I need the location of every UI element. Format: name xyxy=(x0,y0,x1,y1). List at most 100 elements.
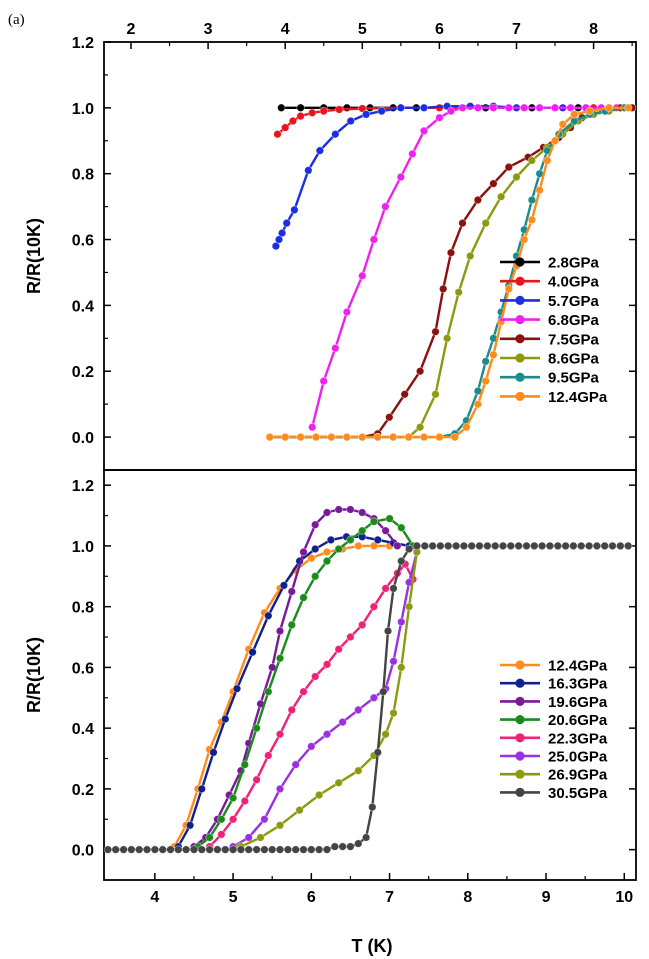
legend-label: 12.4GPa xyxy=(548,658,608,675)
data-point xyxy=(205,833,214,842)
data-point xyxy=(491,541,500,551)
data-point xyxy=(397,663,406,672)
data-point xyxy=(260,815,269,824)
data-point xyxy=(498,541,508,551)
data-point xyxy=(537,541,547,551)
data-point xyxy=(354,839,363,848)
y-tick-label: 1.0 xyxy=(72,539,94,556)
data-point xyxy=(240,760,249,769)
x-tick-label: 7 xyxy=(512,21,521,38)
legend-label: 2.8GPa xyxy=(548,255,600,272)
x-tick-label: 5 xyxy=(229,889,238,906)
data-point xyxy=(291,845,300,854)
data-point xyxy=(311,520,320,529)
plot-frame xyxy=(103,469,637,881)
data-point xyxy=(543,156,552,165)
data-point xyxy=(377,106,386,116)
legend-label: 25.0GPa xyxy=(548,749,608,766)
data-point xyxy=(550,136,560,145)
data-point xyxy=(412,541,422,551)
data-point xyxy=(308,108,317,117)
data-point xyxy=(150,845,159,854)
legend-marker xyxy=(515,372,525,382)
data-point xyxy=(489,350,498,359)
data-point xyxy=(322,660,332,669)
data-point xyxy=(346,535,355,545)
legend-marker xyxy=(515,295,525,305)
data-point xyxy=(381,584,390,593)
y-tick-label: 0.6 xyxy=(72,660,94,677)
legend-marker xyxy=(515,276,525,286)
data-point xyxy=(506,541,515,551)
y-tick-label: 1.2 xyxy=(72,478,94,495)
data-point xyxy=(311,544,320,554)
data-point xyxy=(566,103,575,112)
legend-label: 9.5GPa xyxy=(548,370,600,387)
data-point xyxy=(473,195,483,205)
data-point xyxy=(319,106,328,116)
data-point xyxy=(397,556,406,566)
data-point xyxy=(389,708,398,718)
data-point xyxy=(545,541,555,551)
data-point xyxy=(240,796,249,806)
data-point xyxy=(291,760,300,769)
data-point xyxy=(354,541,363,551)
data-point xyxy=(307,742,316,751)
data-point xyxy=(275,784,285,794)
data-point xyxy=(311,572,320,581)
y-tick-label: 0.8 xyxy=(72,167,94,184)
y-tick-label: 0.4 xyxy=(72,721,94,738)
data-point xyxy=(444,541,453,551)
data-point xyxy=(373,748,382,757)
data-point xyxy=(322,508,332,517)
legend-label: 4.0GPa xyxy=(548,274,600,291)
data-point xyxy=(600,541,609,551)
data-point xyxy=(381,526,390,535)
data-point xyxy=(135,845,144,854)
data-point xyxy=(436,541,445,551)
y-axis-label: R/R(10K) xyxy=(24,218,44,294)
data-point xyxy=(608,541,617,551)
data-point xyxy=(369,235,379,244)
data-point xyxy=(522,541,531,551)
legend-label: 6.8GPa xyxy=(548,312,600,329)
data-point xyxy=(439,284,448,294)
data-point xyxy=(335,105,344,114)
data-point xyxy=(570,110,579,119)
data-point xyxy=(514,541,523,551)
legend-marker xyxy=(515,696,525,707)
data-point xyxy=(481,377,490,386)
data-point xyxy=(268,845,277,854)
data-point xyxy=(561,541,570,551)
data-point xyxy=(197,845,206,854)
data-point xyxy=(299,845,308,854)
y-tick-label: 0.0 xyxy=(72,843,94,860)
series-30-5gpa xyxy=(103,541,633,854)
data-point xyxy=(420,541,429,551)
data-point xyxy=(435,113,444,122)
data-point xyxy=(520,235,529,244)
legend-label: 12.4GPa xyxy=(548,389,608,406)
data-point xyxy=(275,821,285,830)
data-point xyxy=(119,845,128,854)
data-point xyxy=(186,821,195,830)
legend: 2.8GPa 4.0GPa 5.7GPa 6.8GPa 7.5GPa 8.6GPa 9.5G… xyxy=(500,255,608,406)
series-16-3gpa xyxy=(174,532,414,851)
data-point xyxy=(446,248,456,257)
data-point xyxy=(290,205,299,214)
data-point xyxy=(381,730,390,739)
data-point xyxy=(452,541,461,551)
y-axis-label: R/R(10K) xyxy=(24,637,44,713)
data-point xyxy=(346,842,355,851)
legend-label: 5.7GPa xyxy=(548,293,600,310)
data-point xyxy=(299,687,308,696)
data-point xyxy=(281,123,290,132)
data-point xyxy=(342,307,352,317)
data-point xyxy=(311,433,321,442)
data-point xyxy=(585,106,594,116)
data-point xyxy=(281,433,290,442)
data-point xyxy=(279,581,289,590)
data-point xyxy=(405,602,414,611)
